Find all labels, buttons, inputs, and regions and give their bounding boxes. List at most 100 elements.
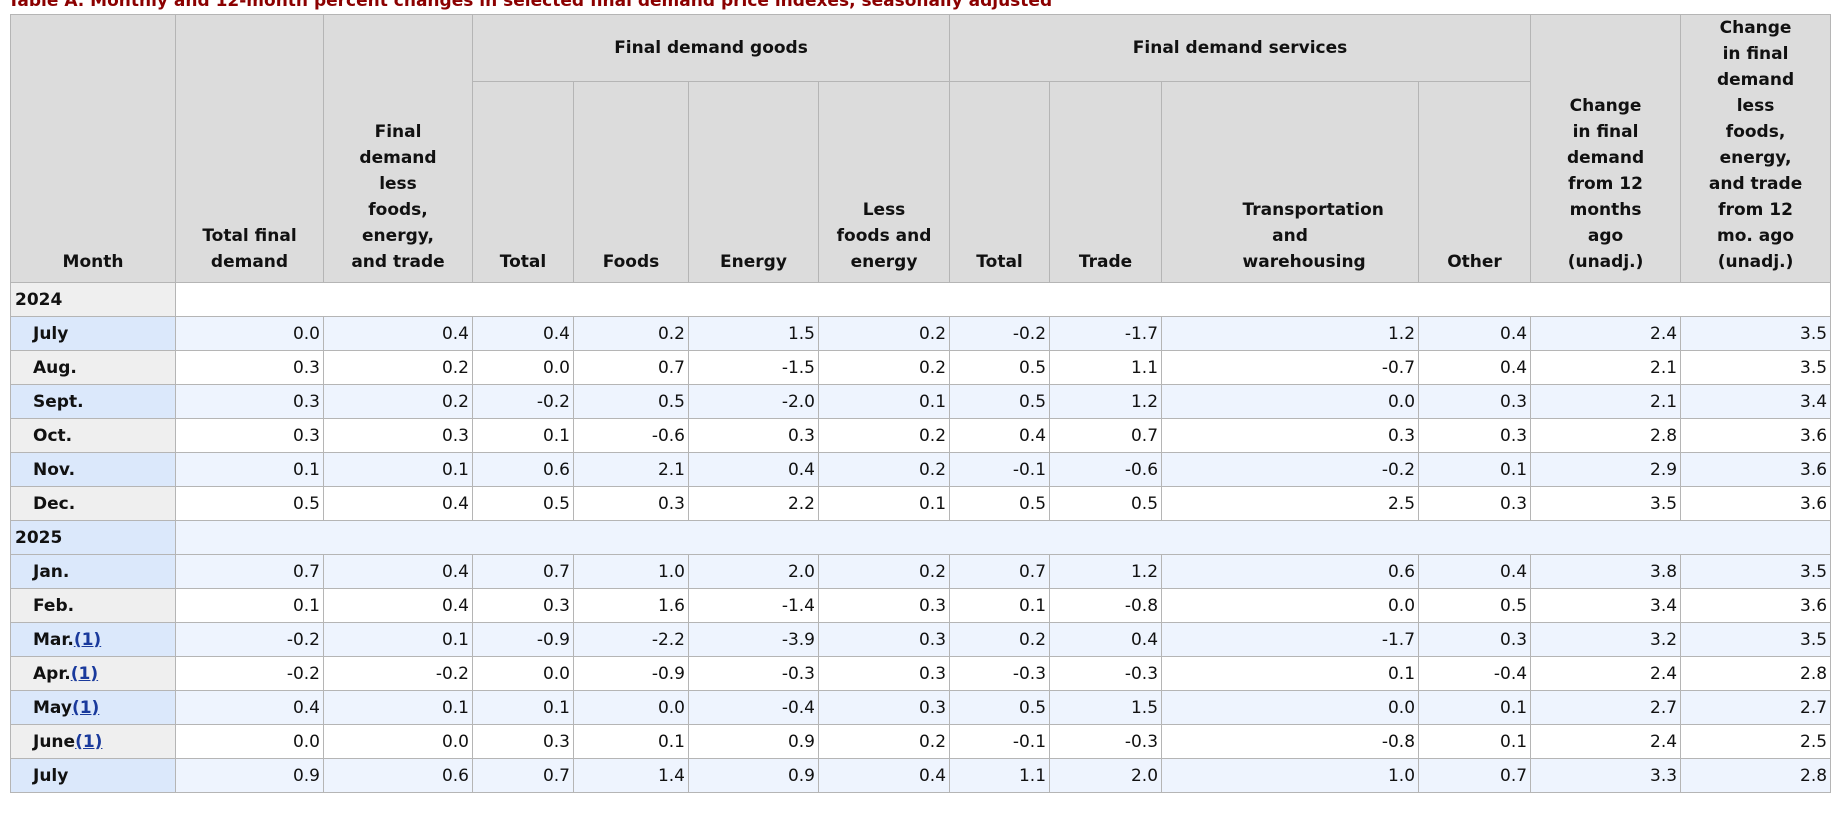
value-cell: 0.5 xyxy=(949,486,1051,521)
value-cell: 0.2 xyxy=(817,554,951,589)
value-cell: 1.5 xyxy=(688,316,819,351)
year-fill xyxy=(174,520,1832,555)
table-head: Month Total final demand Final demand le… xyxy=(10,14,1832,283)
value-cell: 0.2 xyxy=(817,316,951,351)
value-cell: 0.7 xyxy=(573,350,689,385)
value-cell: 0.0 xyxy=(323,724,473,759)
header-text: Less foods and energy xyxy=(836,200,932,272)
value-cell: 0.3 xyxy=(688,418,819,453)
value-cell: -0.1 xyxy=(949,452,1051,487)
value-cell: 0.7 xyxy=(949,554,1051,589)
value-cell: 0.2 xyxy=(323,350,473,385)
month-cell: Mar.(1) xyxy=(10,622,176,657)
value-cell: 2.4 xyxy=(1530,724,1682,759)
footnote-link[interactable]: (1) xyxy=(75,731,103,752)
month-cell: July xyxy=(10,316,176,351)
value-cell: 0.3 xyxy=(573,486,689,521)
value-cell: 0.4 xyxy=(1418,350,1532,385)
header-cell: Final demand less foods, energy, and tra… xyxy=(323,14,473,283)
value-cell: 0.9 xyxy=(688,758,819,793)
header-text: Change in final demand less foods, energ… xyxy=(1708,18,1803,272)
value-cell: 0.3 xyxy=(817,622,951,657)
value-cell: -0.7 xyxy=(1161,350,1420,385)
value-cell: 0.3 xyxy=(1418,418,1532,453)
header-cell: Foods xyxy=(573,81,689,283)
value-cell: 3.6 xyxy=(1680,486,1832,521)
header-row: Total Foods Energy Less foods and energy Tot… xyxy=(11,81,1831,283)
month-label: Feb. xyxy=(33,595,75,616)
value-cell: 0.1 xyxy=(1161,656,1420,691)
header-text: Trade xyxy=(1078,252,1133,272)
value-cell: 1.2 xyxy=(1049,384,1163,419)
data-row: July 0.0 0.4 0.4 0.2 1.5 0.2 -0.2 -1.7 1.2 0.4 2.4 3… xyxy=(10,316,1832,351)
month-cell: Jan. xyxy=(10,554,176,589)
value-cell: 0.7 xyxy=(1418,758,1532,793)
data-row: Dec. 0.5 0.4 0.5 0.3 2.2 0.1 0.5 0.5 2.5 0.3 3.5 3.6 xyxy=(10,486,1832,521)
value-cell: -0.2 xyxy=(175,622,324,657)
header-text: Energy xyxy=(720,252,787,272)
value-cell: 0.6 xyxy=(1161,554,1420,589)
value-cell: 2.9 xyxy=(1530,452,1682,487)
value-cell: 3.5 xyxy=(1680,316,1832,351)
value-cell: 2.1 xyxy=(1530,384,1682,419)
value-cell: 0.2 xyxy=(323,384,473,419)
footnote-link[interactable]: (1) xyxy=(73,629,102,650)
value-cell: -1.7 xyxy=(1161,622,1420,657)
month-label: Apr. xyxy=(33,663,71,684)
data-row: July 0.9 0.6 0.7 1.4 0.9 0.4 1.1 2.0 1.0 0.7 3.3 2.8 xyxy=(10,758,1832,793)
header-cell: Total xyxy=(949,81,1051,283)
header-cell: Total final demand xyxy=(175,14,324,283)
value-cell: 3.8 xyxy=(1530,554,1682,589)
value-cell: 0.5 xyxy=(472,486,574,521)
data-table: Month Total final demand Final demand le… xyxy=(10,14,1832,793)
month-label: Dec. xyxy=(33,493,76,514)
value-cell: -0.4 xyxy=(688,690,819,725)
year-cell: 2024 xyxy=(10,282,176,317)
value-cell: -1.4 xyxy=(688,588,819,623)
footnote-link[interactable]: (1) xyxy=(70,663,99,684)
data-row: Nov. 0.1 0.1 0.6 2.1 0.4 0.2 -0.1 -0.6 -0.2 0.1 2.9… xyxy=(10,452,1832,487)
value-cell: 0.3 xyxy=(175,418,324,453)
value-cell: -0.3 xyxy=(1049,724,1163,759)
value-cell: 3.6 xyxy=(1680,418,1832,453)
value-cell: 0.9 xyxy=(175,758,324,793)
year-row: 2025 xyxy=(10,520,1832,555)
value-cell: 0.3 xyxy=(175,384,324,419)
value-cell: 0.2 xyxy=(817,418,951,453)
header-cell: Trade xyxy=(1049,81,1163,283)
value-cell: 0.4 xyxy=(817,758,951,793)
value-cell: 0.1 xyxy=(949,588,1051,623)
value-cell: 0.2 xyxy=(817,724,951,759)
value-cell: -0.1 xyxy=(949,724,1051,759)
value-cell: 2.5 xyxy=(1680,724,1832,759)
value-cell: 0.3 xyxy=(817,690,951,725)
month-label: Mar. xyxy=(33,629,74,650)
footnote-link[interactable]: (1) xyxy=(71,697,100,718)
data-row: Feb. 0.1 0.4 0.3 1.6 -1.4 0.3 0.1 -0.8 0.0 0.5 3.4 3… xyxy=(10,588,1832,623)
value-cell: 0.6 xyxy=(472,452,574,487)
value-cell: 0.5 xyxy=(1049,486,1163,521)
month-cell: Dec. xyxy=(10,486,176,521)
value-cell: 0.1 xyxy=(1418,452,1532,487)
value-cell: 0.1 xyxy=(817,384,951,419)
value-cell: 1.1 xyxy=(949,758,1051,793)
value-cell: 0.5 xyxy=(949,350,1051,385)
value-cell: 0.3 xyxy=(1418,384,1532,419)
value-cell: -0.8 xyxy=(1049,588,1163,623)
value-cell: 0.5 xyxy=(175,486,324,521)
value-cell: -0.9 xyxy=(573,656,689,691)
value-cell: -1.5 xyxy=(688,350,819,385)
value-cell: 0.0 xyxy=(175,724,324,759)
value-cell: 2.4 xyxy=(1530,316,1682,351)
data-row: May(1) 0.4 0.1 0.1 0.0 -0.4 0.3 0.5 1.5 0.0 0.1 2.7… xyxy=(10,690,1832,725)
month-label: Aug. xyxy=(33,357,77,378)
value-cell: 0.4 xyxy=(1418,316,1532,351)
value-cell: 0.1 xyxy=(323,452,473,487)
value-cell: 0.0 xyxy=(573,690,689,725)
header-cell: Energy xyxy=(688,81,819,283)
table-title: Table A. Monthly and 12-month percent ch… xyxy=(8,0,1053,11)
value-cell: 1.2 xyxy=(1161,316,1420,351)
year-row: 2024 xyxy=(10,282,1832,317)
header-text: Other xyxy=(1447,252,1502,272)
